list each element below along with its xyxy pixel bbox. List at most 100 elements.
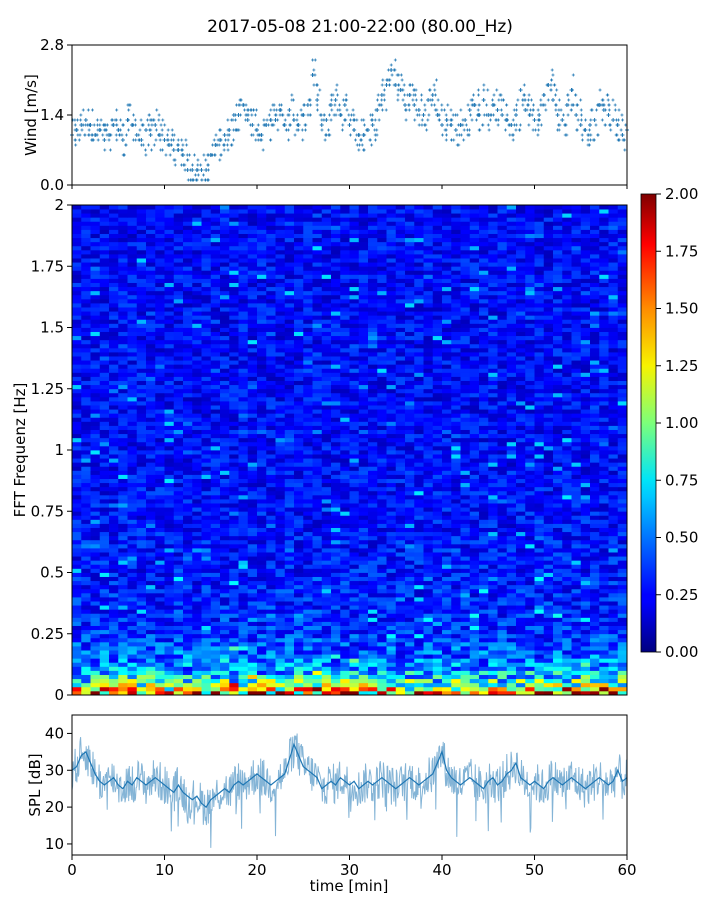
spectrogram-cell <box>312 666 323 671</box>
spectrogram-cell <box>488 597 498 602</box>
spectrogram-cell <box>284 572 295 577</box>
spectrogram-cell <box>321 490 332 496</box>
spectrogram-cell <box>590 580 600 586</box>
spectrogram-cell <box>553 433 563 439</box>
wind-point <box>295 118 299 122</box>
spectrogram-cell <box>173 662 184 667</box>
spectrogram-cell <box>386 654 397 659</box>
spectrogram-cell <box>109 572 119 577</box>
spectrogram-cell <box>340 490 350 496</box>
wind-point <box>224 138 228 142</box>
spectrogram-cell <box>275 494 286 500</box>
spectrogram-cell <box>469 674 480 680</box>
spectrogram-cell <box>432 552 443 557</box>
spectrogram-cell <box>183 478 193 484</box>
spectrogram-cell <box>331 597 341 602</box>
spectrogram-cell <box>423 437 434 443</box>
spectrogram-cell <box>257 686 267 692</box>
spectrogram-cell <box>275 690 286 696</box>
wind-point <box>242 103 246 107</box>
wind-point <box>515 103 519 107</box>
spectrogram-cell <box>303 682 313 688</box>
spectrogram-cell <box>543 548 554 553</box>
spectrogram-cell <box>284 543 295 549</box>
spectrogram-cell <box>155 515 165 520</box>
spectrogram-cell <box>580 490 591 496</box>
spectrogram-cell <box>405 429 415 435</box>
spectrogram-cell <box>183 560 193 565</box>
spectrogram-cell <box>386 682 397 688</box>
spectrogram-cell <box>608 568 619 573</box>
spectrogram-cell <box>405 633 415 639</box>
spectrogram-cell <box>395 507 406 512</box>
spectrogram-cell <box>479 564 489 569</box>
spectrogram-cell <box>432 560 443 565</box>
spectrogram-cell <box>340 646 350 651</box>
spectrogram-cell <box>303 597 313 602</box>
spectrogram-cell <box>229 682 239 688</box>
spectrogram-cell <box>617 588 628 594</box>
wind-point <box>340 128 344 132</box>
spectrogram-cell <box>192 425 202 430</box>
wind-point <box>75 128 79 132</box>
spectrogram-cell <box>590 511 600 516</box>
spectrogram-cell <box>497 474 508 479</box>
spectrogram-cell <box>118 560 128 565</box>
spectrogram-cell <box>432 519 443 524</box>
spectrogram-cell <box>543 429 554 435</box>
spectrogram-cell <box>210 486 221 492</box>
spectrogram-cell <box>562 564 572 569</box>
spectrogram-cell <box>405 654 415 659</box>
spectrogram-cell <box>136 633 147 639</box>
spectrogram-cell <box>183 494 193 500</box>
wind-point <box>607 103 611 107</box>
spectrogram-cell <box>266 445 276 451</box>
spectrogram-cell <box>340 621 350 626</box>
spectrogram-cell <box>516 617 526 622</box>
spectrogram-cell <box>469 523 480 528</box>
spectrogram-cell <box>432 666 443 671</box>
spectrogram-cell <box>146 617 156 622</box>
spectrogram-cell <box>423 507 434 512</box>
spectrogram-cell <box>201 564 212 569</box>
spectrogram-cell <box>183 682 193 688</box>
spectrogram-cell <box>99 437 110 443</box>
spectrogram-cell <box>617 670 628 675</box>
spectrogram-cell <box>506 466 517 471</box>
spectrogram-cell <box>506 560 517 565</box>
spectrogram-cell <box>118 568 128 573</box>
spectrogram-cell <box>617 511 628 516</box>
wind-point <box>546 83 550 87</box>
spectrogram-cell <box>275 445 286 451</box>
wind-ytick-label: 1.4 <box>40 106 64 124</box>
wind-point <box>370 123 375 127</box>
spectrogram-cell <box>488 433 498 439</box>
spectrogram-cell <box>155 445 165 451</box>
wind-point <box>380 103 384 107</box>
spectrogram-cell <box>72 482 82 488</box>
spectrogram-cell <box>479 429 489 435</box>
spectrogram-cell <box>220 654 230 659</box>
spectrogram-cell <box>90 437 101 443</box>
spectrogram-cell <box>99 543 110 549</box>
spectrogram-cell <box>72 511 82 516</box>
spectrogram-cell <box>183 543 193 549</box>
wind-point <box>527 123 531 127</box>
spectrogram-cell <box>247 605 258 610</box>
spectrogram-cell <box>432 458 443 463</box>
spectrogram-cell <box>442 584 452 590</box>
spectrogram-cell <box>469 662 480 667</box>
wind-point <box>150 148 154 152</box>
spectrogram-cell <box>173 429 184 435</box>
spectrogram-cell <box>90 535 101 541</box>
spectrogram-cell <box>173 597 184 602</box>
spectrogram-cell <box>201 441 212 447</box>
spectrogram-cell <box>617 494 628 500</box>
wind-point <box>264 123 268 127</box>
spectrogram-cell <box>257 682 267 688</box>
spectrogram-cell <box>506 523 517 528</box>
spectrogram-cell <box>72 658 82 663</box>
spectrogram-cell <box>405 450 415 455</box>
spectrogram-cell <box>442 458 452 463</box>
spectrogram-cell <box>525 499 535 504</box>
